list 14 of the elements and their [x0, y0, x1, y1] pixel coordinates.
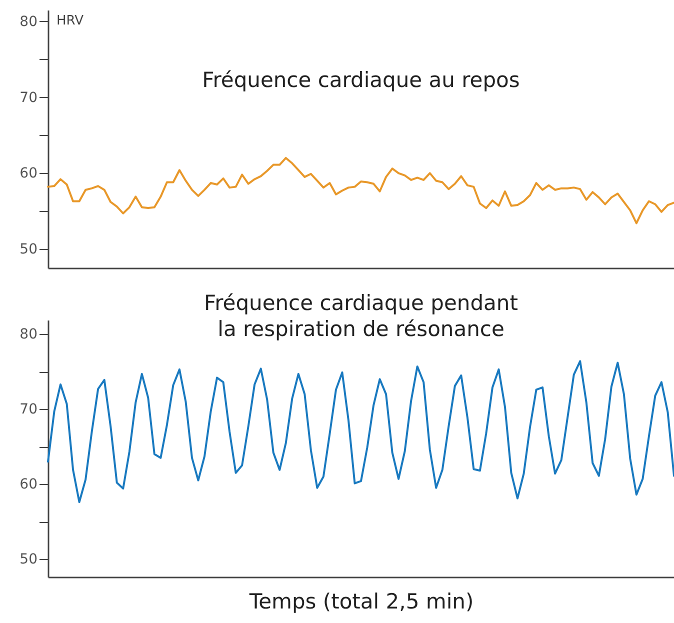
y-tick-label: 70: [20, 402, 38, 418]
y-axis-title: HRV: [56, 14, 84, 28]
x-axis-title: Temps (total 2,5 min): [248, 590, 474, 614]
y-tick-label: 50: [20, 242, 38, 258]
y-tick-label: 60: [20, 166, 38, 182]
y-tick-label: 80: [20, 14, 38, 30]
y-tick-label: 60: [20, 476, 38, 493]
y-tick-label: 70: [20, 90, 38, 106]
line-series: [47, 156, 674, 224]
text: Fréquence cardiaque au repos: [202, 68, 520, 92]
line-series: [47, 360, 674, 504]
y-tick-label: 80: [20, 326, 38, 343]
y-tick-label: 50: [20, 552, 38, 568]
chart-title: Fréquence cardiaque pendant la respiration de résonance: [204, 291, 518, 341]
